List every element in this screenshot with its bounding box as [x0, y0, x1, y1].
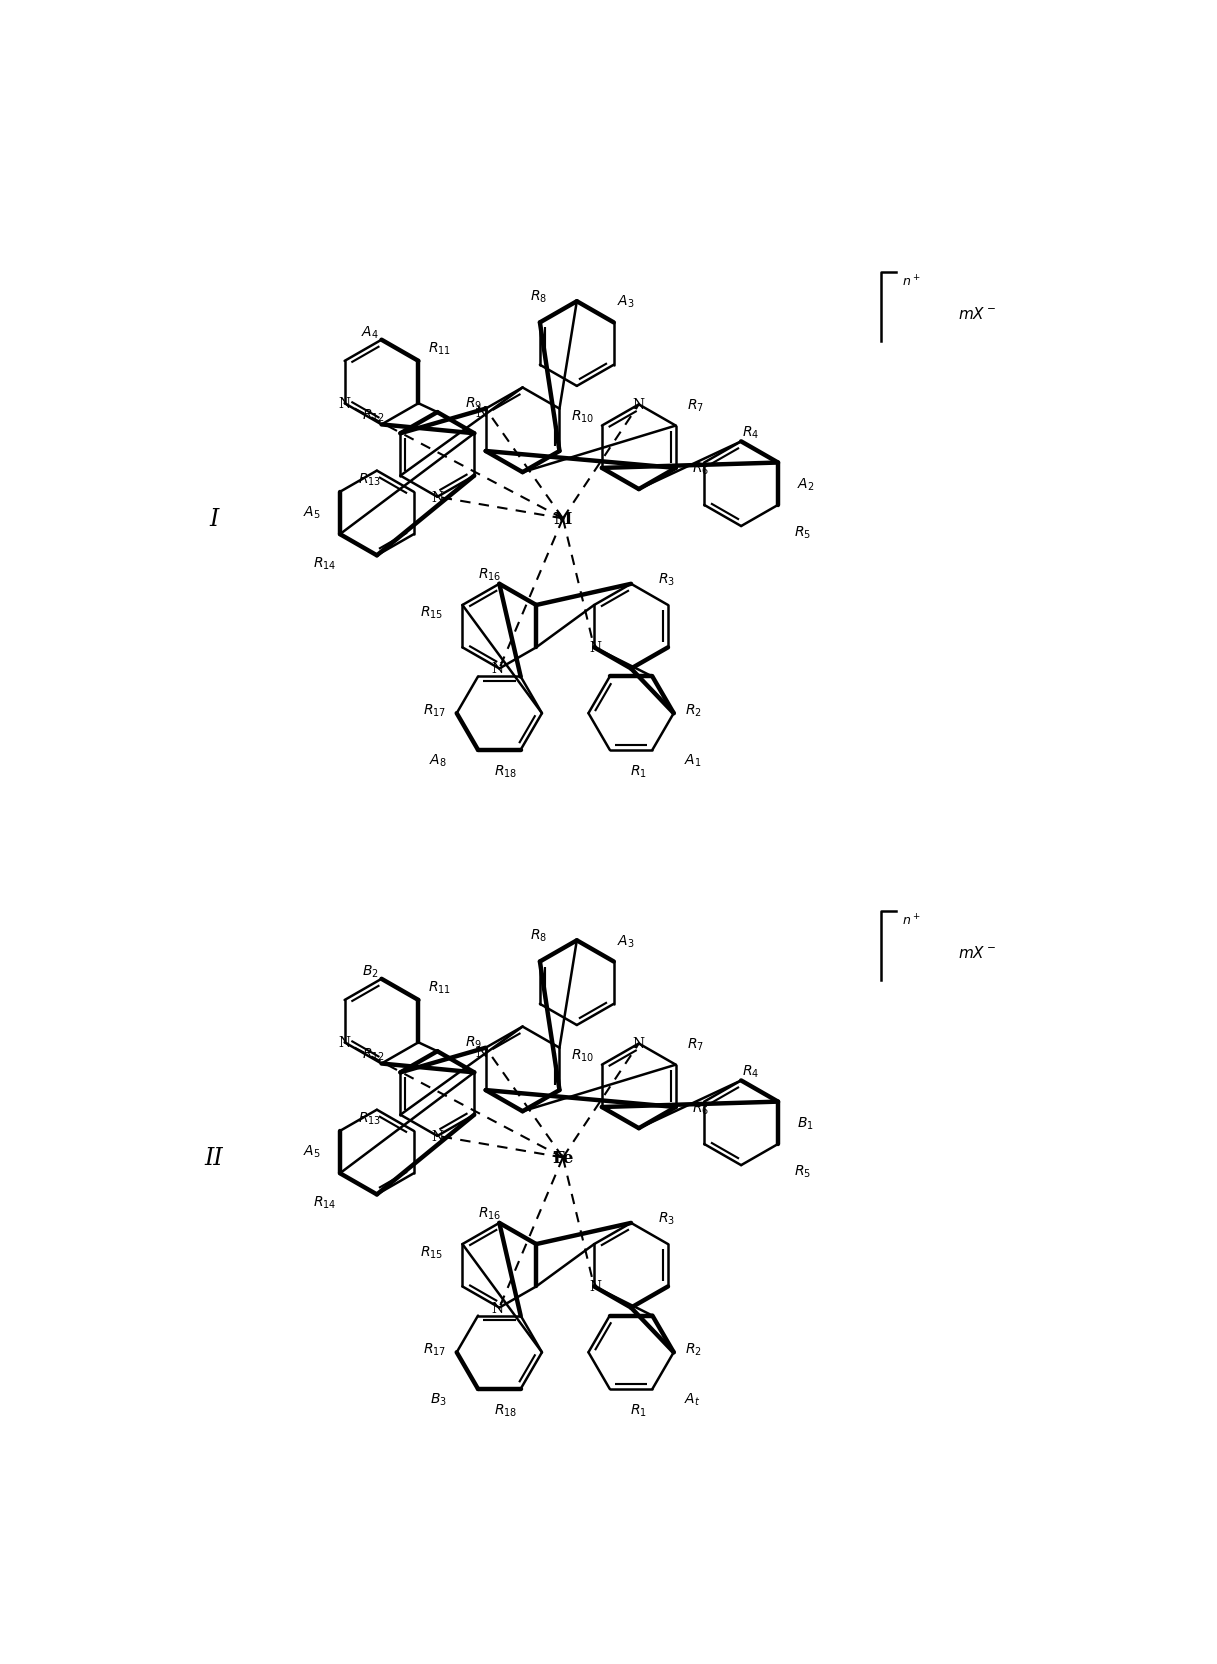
- Text: $R_{11}$: $R_{11}$: [428, 978, 452, 995]
- Text: $R_{15}$: $R_{15}$: [420, 604, 443, 621]
- Text: N: N: [476, 1045, 488, 1058]
- Text: $R_{16}$: $R_{16}$: [478, 1205, 501, 1221]
- Text: N: N: [338, 1035, 350, 1050]
- Text: $R_4$: $R_4$: [742, 1063, 759, 1078]
- Text: $n^+$: $n^+$: [902, 275, 921, 290]
- Text: N: N: [431, 1130, 443, 1143]
- Text: $R_5$: $R_5$: [793, 524, 811, 541]
- Text: $R_{18}$: $R_{18}$: [494, 1403, 517, 1418]
- Text: $A_1$: $A_1$: [684, 752, 701, 769]
- Text: N: N: [492, 1301, 504, 1315]
- Text: N: N: [633, 1037, 645, 1052]
- Text: II: II: [204, 1146, 224, 1170]
- Text: $B_3$: $B_3$: [430, 1391, 447, 1406]
- Text: $R_9$: $R_9$: [465, 1033, 482, 1050]
- Text: N: N: [633, 398, 645, 413]
- Text: $R_{16}$: $R_{16}$: [478, 566, 501, 582]
- Text: $B_2$: $B_2$: [361, 963, 378, 980]
- Text: $A_4$: $A_4$: [361, 324, 378, 341]
- Text: $R_1$: $R_1$: [630, 764, 647, 780]
- Text: $A_5$: $A_5$: [303, 1143, 321, 1160]
- Text: N: N: [431, 491, 443, 504]
- Text: N: N: [492, 662, 504, 676]
- Text: $R_{10}$: $R_{10}$: [571, 408, 594, 424]
- Text: $R_{14}$: $R_{14}$: [313, 1195, 337, 1211]
- Text: $mX^-$: $mX^-$: [958, 306, 997, 321]
- Text: $A_8$: $A_8$: [428, 752, 447, 769]
- Text: I: I: [209, 508, 219, 531]
- Text: $R_{13}$: $R_{13}$: [358, 1110, 381, 1127]
- Text: $A_5$: $A_5$: [303, 504, 321, 521]
- Text: $R_{15}$: $R_{15}$: [420, 1243, 443, 1260]
- Text: $R_{11}$: $R_{11}$: [428, 339, 452, 356]
- Text: $R_{18}$: $R_{18}$: [494, 764, 517, 780]
- Text: N: N: [590, 1280, 601, 1293]
- Text: $R_{12}$: $R_{12}$: [361, 1045, 385, 1062]
- Text: N: N: [476, 406, 488, 421]
- Text: $R_8$: $R_8$: [531, 288, 548, 305]
- Text: $R_6$: $R_6$: [691, 461, 708, 478]
- Text: $R_{13}$: $R_{13}$: [358, 471, 381, 488]
- Text: M: M: [554, 511, 572, 527]
- Text: $R_{14}$: $R_{14}$: [313, 556, 337, 572]
- Text: $R_3$: $R_3$: [658, 1210, 675, 1226]
- Text: $R_3$: $R_3$: [658, 571, 675, 587]
- Text: $mX^-$: $mX^-$: [958, 943, 997, 960]
- Text: $R_7$: $R_7$: [686, 398, 703, 413]
- Text: $n^+$: $n^+$: [902, 914, 921, 929]
- Text: $R_{17}$: $R_{17}$: [424, 1341, 447, 1356]
- Text: $R_4$: $R_4$: [742, 424, 759, 441]
- Text: $R_8$: $R_8$: [531, 927, 548, 943]
- Text: $R_{10}$: $R_{10}$: [571, 1047, 594, 1063]
- Text: $A_2$: $A_2$: [797, 476, 814, 493]
- Text: $R_6$: $R_6$: [691, 1100, 708, 1117]
- Text: Fe: Fe: [553, 1150, 573, 1166]
- Text: $R_2$: $R_2$: [685, 702, 702, 719]
- Text: $R_1$: $R_1$: [630, 1403, 647, 1418]
- Text: $R_{17}$: $R_{17}$: [424, 702, 447, 719]
- Text: $R_7$: $R_7$: [686, 1035, 703, 1052]
- Text: $A_3$: $A_3$: [617, 295, 635, 310]
- Text: $R_{12}$: $R_{12}$: [361, 408, 385, 423]
- Text: N: N: [338, 398, 350, 411]
- Text: $B_1$: $B_1$: [797, 1115, 814, 1132]
- Text: $A_t$: $A_t$: [684, 1391, 700, 1406]
- Text: $R_9$: $R_9$: [465, 396, 482, 411]
- Text: $R_2$: $R_2$: [685, 1341, 702, 1356]
- Text: N: N: [590, 641, 601, 656]
- Text: $R_5$: $R_5$: [793, 1163, 811, 1180]
- Text: $A_3$: $A_3$: [617, 932, 635, 948]
